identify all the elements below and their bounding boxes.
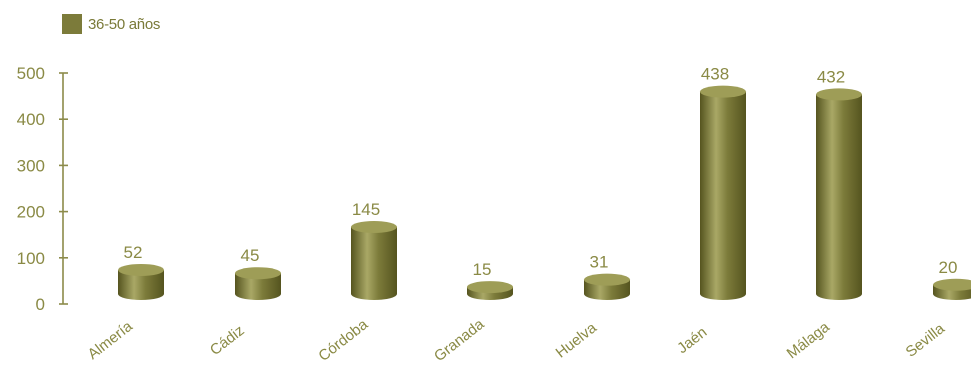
bar-top [816, 88, 862, 101]
bar [816, 88, 862, 300]
bar-body [235, 273, 281, 300]
bar [933, 278, 971, 300]
bar [351, 221, 397, 300]
y-tick-label: 100 [17, 249, 45, 268]
bar-body [118, 269, 164, 300]
bar-top [933, 278, 971, 291]
bar [235, 267, 281, 300]
data-label: 31 [590, 253, 609, 272]
bar-top [700, 85, 746, 98]
bar-top [467, 281, 513, 294]
x-tick-label: Córdoba [315, 316, 371, 365]
x-tick-label: Cádiz [207, 322, 248, 359]
y-tick-label: 500 [17, 64, 45, 83]
bar-body [816, 94, 862, 300]
x-tick-label: Huelva [553, 319, 601, 362]
bar [700, 85, 746, 300]
x-tick-label: Almería [85, 317, 137, 363]
y-tick-label: 300 [17, 156, 45, 175]
data-label: 20 [939, 258, 958, 277]
bar-top [584, 273, 630, 286]
x-tick-label: Jaén [674, 324, 710, 357]
bar-top [235, 267, 281, 280]
y-tick-label: 0 [36, 295, 45, 314]
data-label: 52 [124, 243, 143, 262]
bar-top [118, 263, 164, 276]
bar-body [351, 227, 397, 300]
y-tick-label: 200 [17, 203, 45, 222]
legend: 36-50 años [62, 14, 160, 34]
bar-body [700, 91, 746, 300]
data-label: 45 [241, 246, 260, 265]
bar-top [351, 221, 397, 234]
bar [584, 273, 630, 300]
y-tick-label: 400 [17, 110, 45, 129]
data-label: 432 [817, 67, 845, 86]
data-label: 145 [352, 200, 380, 219]
data-label: 438 [701, 65, 729, 84]
bar [118, 263, 164, 300]
bar [467, 281, 513, 300]
x-tick-label: Málaga [784, 318, 834, 362]
x-tick-label: Sevilla [903, 320, 949, 361]
data-label: 15 [473, 260, 492, 279]
legend-label: 36-50 años [88, 15, 161, 33]
x-tick-label: Granada [431, 315, 488, 365]
legend-swatch [62, 14, 82, 34]
